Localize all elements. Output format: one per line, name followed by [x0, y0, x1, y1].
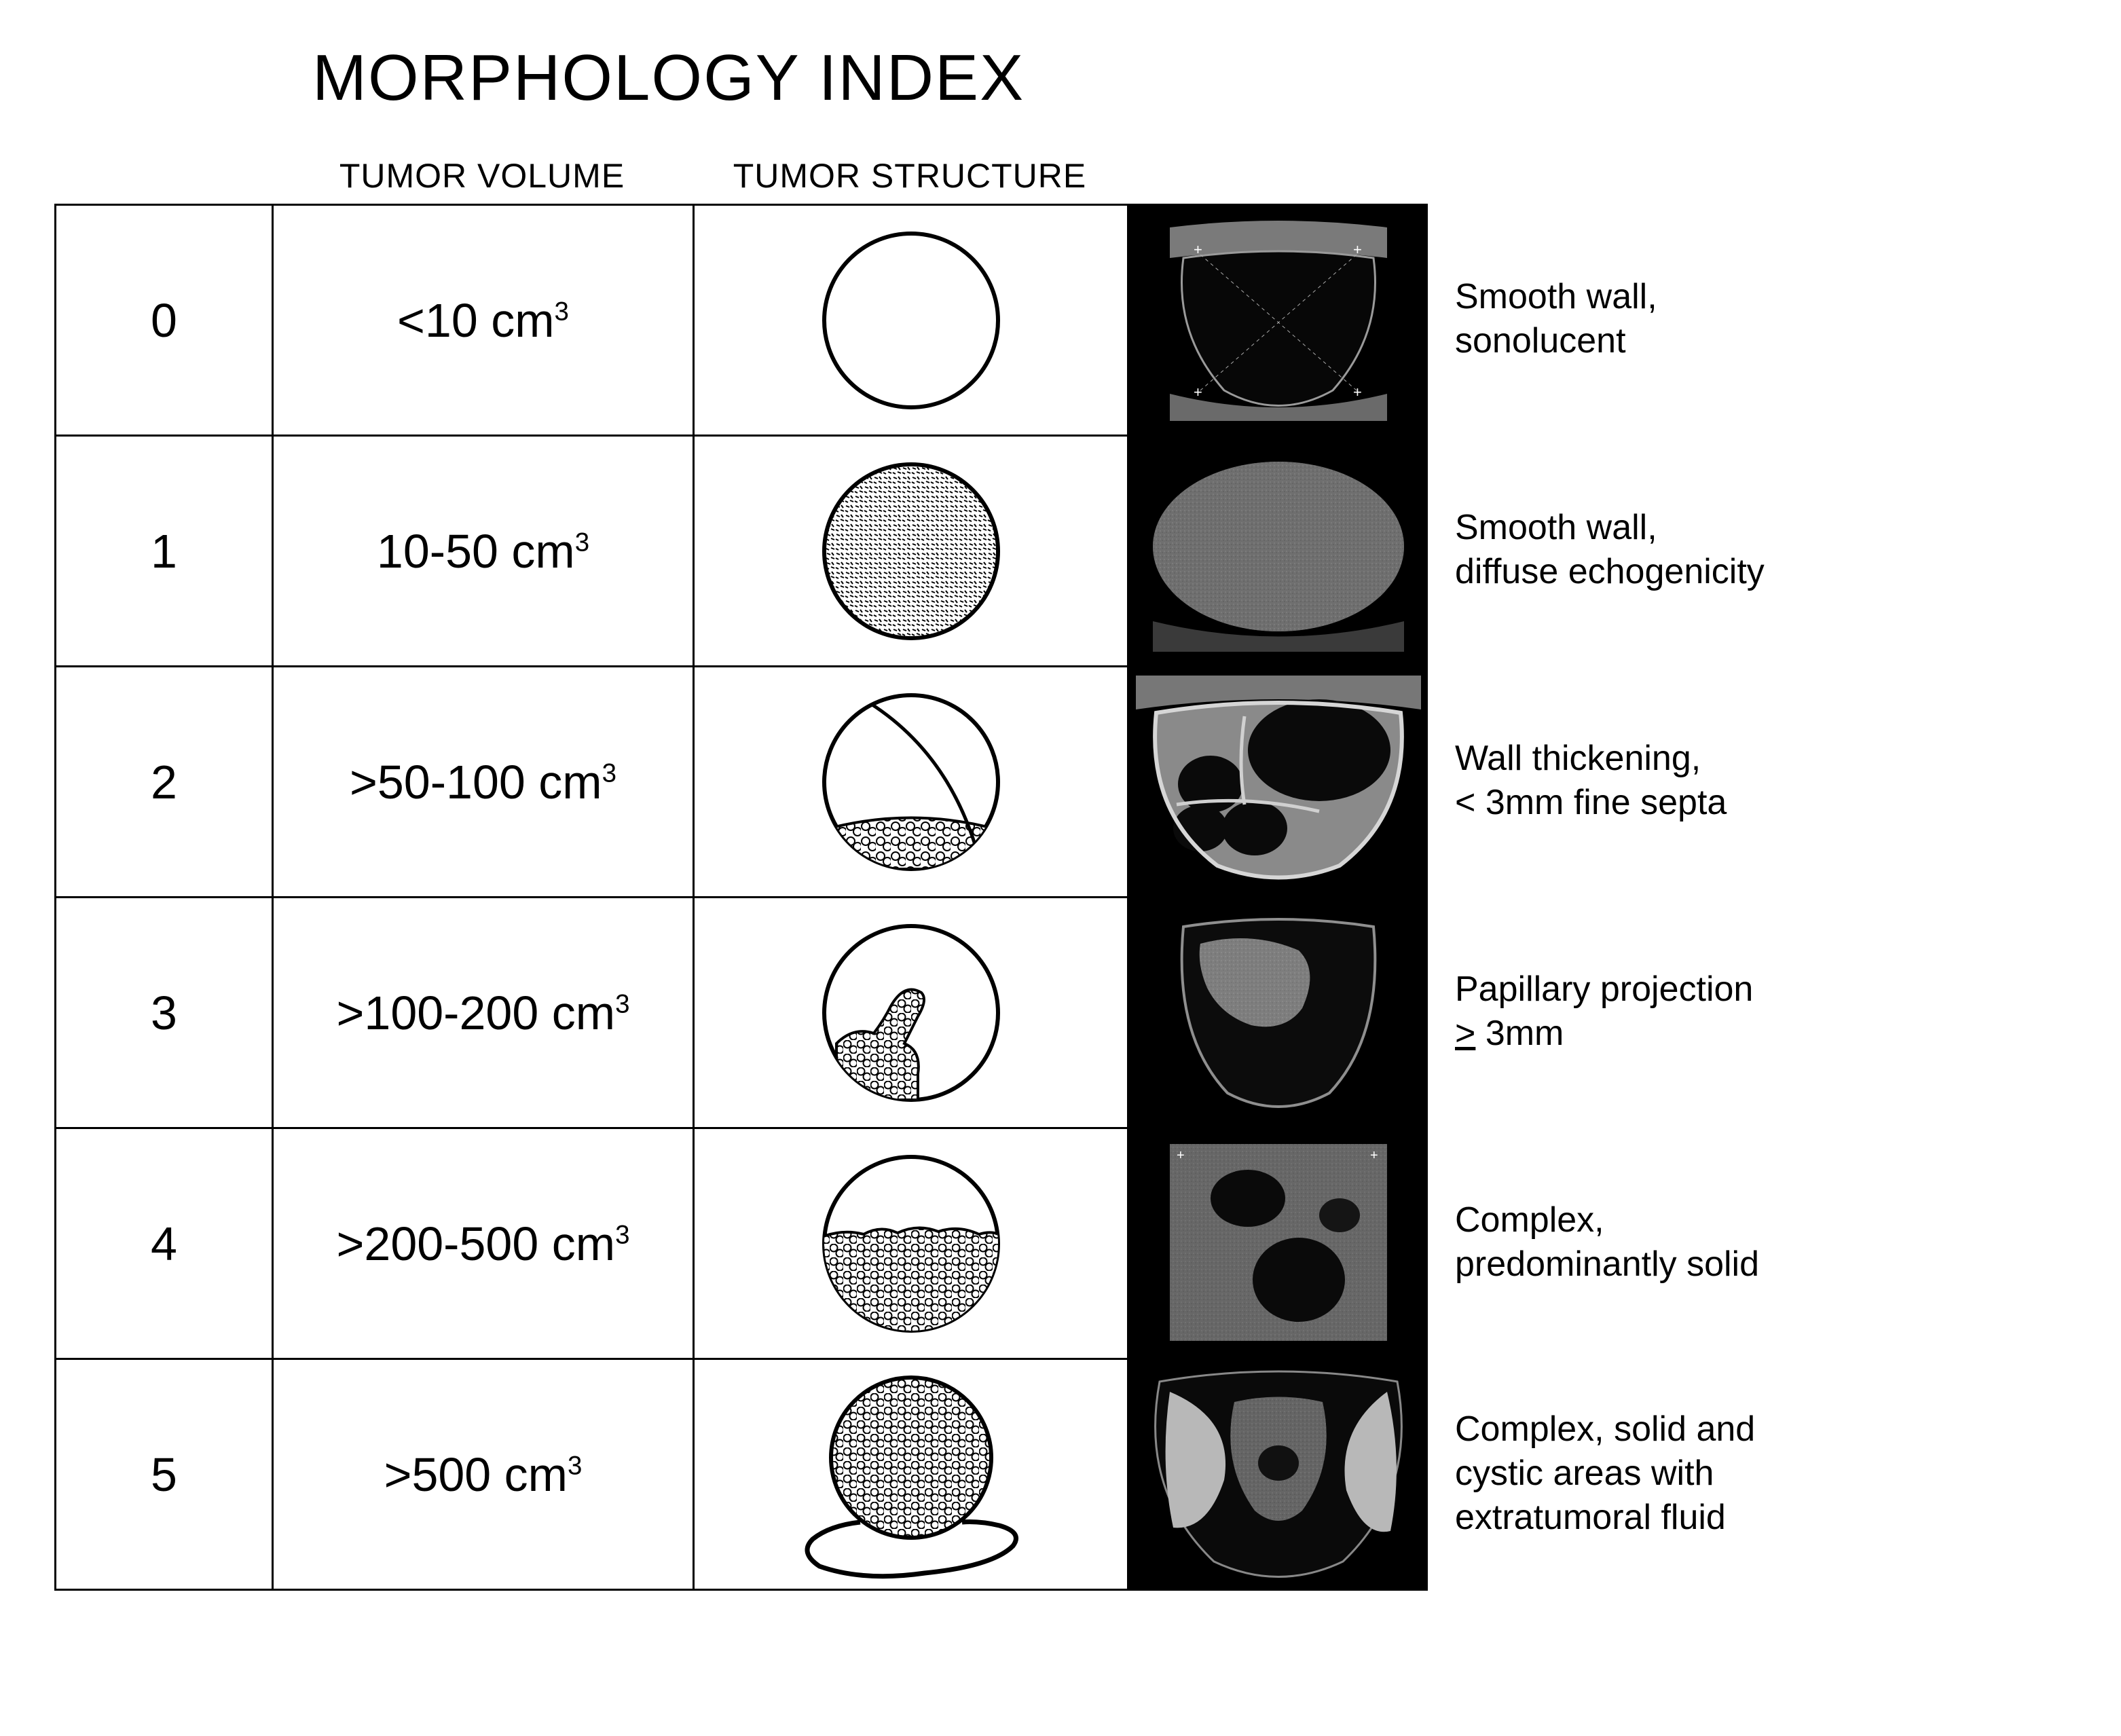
table-row: 0 <10 cm3 [56, 206, 1129, 437]
description-line: diffuse echogenicity [1455, 550, 2039, 594]
svg-text:+: + [1194, 384, 1202, 401]
volume-text: >50-100 cm3 [350, 755, 616, 809]
score-cell: 4 [56, 1129, 274, 1358]
ultrasound-image [1129, 665, 1428, 896]
score-cell: 5 [56, 1360, 274, 1589]
morphology-grid: 0 <10 cm3 1 10-50 cm3 [54, 204, 2067, 1591]
structure-diagram-complex-fluid [789, 1366, 1033, 1583]
description-line: Wall thickening, [1455, 737, 2039, 781]
description-line: > 3mm [1455, 1012, 2039, 1056]
volume-cell: >500 cm3 [274, 1360, 695, 1589]
description-line: Complex, solid and [1455, 1407, 2039, 1452]
structure-diagram-septa [816, 687, 1006, 877]
table-region: 0 <10 cm3 1 10-50 cm3 [54, 204, 1129, 1591]
structure-diagram-papillary [816, 918, 1006, 1108]
description-cell: Smooth wall, sonolucent [1455, 204, 2039, 435]
description-line: < 3mm fine septa [1455, 781, 2039, 825]
page: MORPHOLOGY INDEX TUMOR VOLUME TUMOR STRU… [0, 0, 2121, 1736]
ultrasound-image [1129, 896, 1428, 1127]
description-line: predominantly solid [1455, 1242, 2039, 1287]
description-line: extratumoral fluid [1455, 1496, 2039, 1540]
volume-text: >200-500 cm3 [337, 1217, 630, 1271]
structure-cell [695, 437, 1129, 665]
score-cell: 1 [56, 437, 274, 665]
description-cell: Complex, predominantly solid [1455, 1127, 2039, 1358]
ultrasound-image [1129, 435, 1428, 665]
volume-cell: >50-100 cm3 [274, 667, 695, 896]
score-cell: 2 [56, 667, 274, 896]
header-volume: TUMOR VOLUME [272, 156, 693, 196]
svg-text:+: + [1194, 241, 1202, 258]
description-column: Smooth wall, sonolucent Smooth wall, dif… [1428, 204, 2039, 1591]
table-row: 2 >50-100 cm3 [56, 667, 1129, 898]
table-row: 3 >100-200 cm3 [56, 898, 1129, 1129]
structure-cell [695, 898, 1129, 1127]
structure-diagram-empty [816, 225, 1006, 415]
volume-text: <10 cm3 [397, 293, 569, 348]
page-title: MORPHOLOGY INDEX [312, 41, 2067, 115]
score-cell: 3 [56, 898, 274, 1127]
volume-cell: >200-500 cm3 [274, 1129, 695, 1358]
volume-text: 10-50 cm3 [377, 524, 589, 578]
ultrasound-image [1129, 1358, 1428, 1589]
table-row: 5 >500 cm3 [56, 1360, 1129, 1591]
column-headers: TUMOR VOLUME TUMOR STRUCTURE [272, 156, 2067, 196]
svg-text:+: + [1370, 1148, 1378, 1163]
structure-cell [695, 206, 1129, 435]
description-line: cystic areas with [1455, 1452, 2039, 1496]
svg-text:+: + [1353, 241, 1362, 258]
description-line: Complex, [1455, 1198, 2039, 1242]
description-line: sonolucent [1455, 319, 2039, 363]
volume-text: >100-200 cm3 [337, 986, 630, 1040]
volume-text: >500 cm3 [384, 1447, 583, 1502]
table-row: 4 >200-500 cm3 [56, 1129, 1129, 1360]
score-cell: 0 [56, 206, 274, 435]
structure-cell [695, 667, 1129, 896]
ultrasound-image: + + [1129, 1127, 1428, 1358]
structure-cell [695, 1129, 1129, 1358]
description-cell: Complex, solid and cystic areas with ext… [1455, 1358, 2039, 1589]
volume-cell: <10 cm3 [274, 206, 695, 435]
volume-cell: 10-50 cm3 [274, 437, 695, 665]
description-cell: Papillary projection > 3mm [1455, 896, 2039, 1127]
description-cell: Smooth wall, diffuse echogenicity [1455, 435, 2039, 665]
svg-text:+: + [1177, 1148, 1185, 1163]
description-line: Smooth wall, [1455, 506, 2039, 550]
description-line: Smooth wall, [1455, 275, 2039, 319]
volume-cell: >100-200 cm3 [274, 898, 695, 1127]
table-row: 1 10-50 cm3 [56, 437, 1129, 667]
structure-diagram-solid [816, 1149, 1006, 1339]
ultrasound-column: + + + + [1129, 204, 1428, 1591]
header-structure: TUMOR STRUCTURE [693, 156, 1127, 196]
description-cell: Wall thickening, < 3mm fine septa [1455, 665, 2039, 896]
svg-text:+: + [1353, 384, 1362, 401]
description-line: Papillary projection [1455, 967, 2039, 1012]
structure-cell [695, 1360, 1129, 1589]
structure-diagram-speckled [816, 456, 1006, 646]
ultrasound-image: + + + + [1129, 204, 1428, 435]
